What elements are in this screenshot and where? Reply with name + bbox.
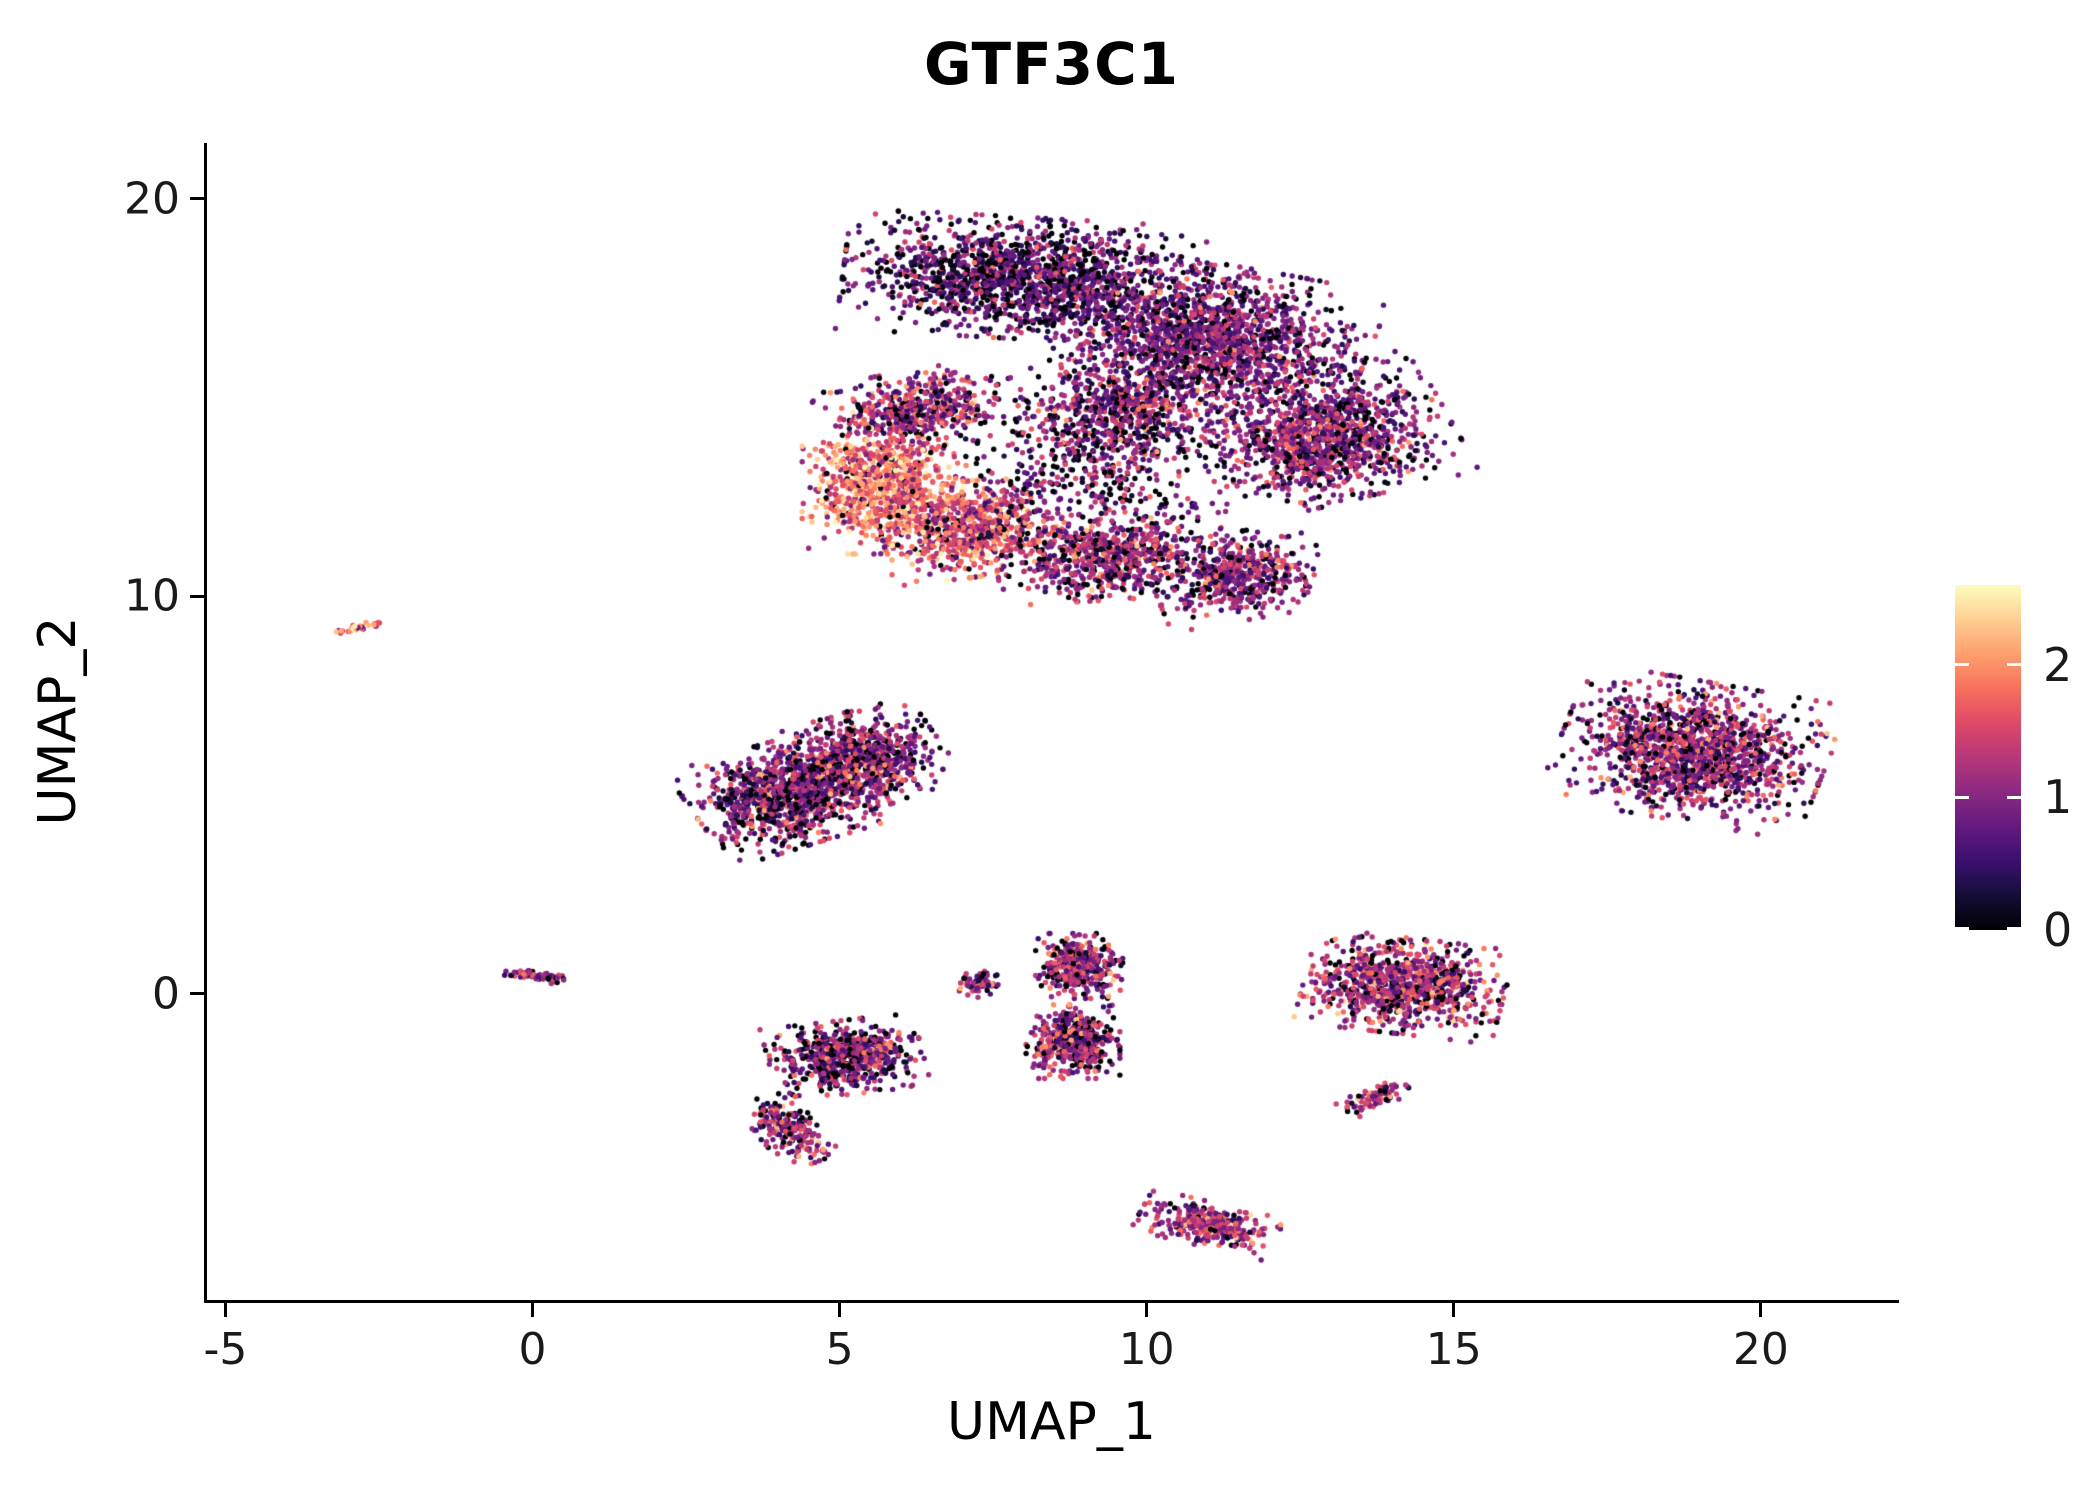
- y-axis-tick-mark: [190, 992, 204, 996]
- x-axis-tick-mark: [1145, 1303, 1149, 1317]
- x-axis-tick-label: 5: [825, 1324, 854, 1375]
- y-axis-tick-label: 0: [152, 968, 180, 1020]
- colorbar-tick-label: 0: [2043, 903, 2073, 957]
- y-axis-tick-label: 20: [124, 173, 180, 225]
- y-axis-label: UMAP_2: [28, 616, 88, 826]
- y-axis-tick-label: 10: [124, 570, 180, 622]
- x-axis-tick-label: -5: [203, 1324, 248, 1375]
- colorbar-tick-mark: [2007, 927, 2021, 930]
- x-axis-tick-mark: [1759, 1303, 1763, 1317]
- colorbar-tick-mark: [1955, 795, 1969, 799]
- colorbar-tick-label: 2: [2043, 637, 2073, 692]
- x-axis-tick-mark: [531, 1303, 535, 1317]
- y-axis-line: [204, 143, 207, 1303]
- umap-scatter-canvas: [207, 143, 1896, 1300]
- y-axis-tick-mark: [190, 197, 204, 201]
- colorbar-tick-mark: [1955, 663, 1969, 667]
- x-axis-tick-label: 15: [1425, 1324, 1482, 1375]
- colorbar-gradient: [1955, 585, 2021, 930]
- x-axis-line: [204, 1300, 1899, 1303]
- colorbar-tick-mark: [2007, 795, 2021, 799]
- colorbar-tick-mark: [1955, 927, 1969, 930]
- x-axis-tick-label: 0: [518, 1324, 547, 1375]
- plot-title: GTF3C1: [923, 30, 1180, 98]
- y-axis-tick-mark: [190, 594, 204, 598]
- x-axis-tick-label: 10: [1118, 1324, 1175, 1375]
- x-axis-tick-label: 20: [1732, 1324, 1789, 1375]
- x-axis-label: UMAP_1: [947, 1392, 1156, 1452]
- colorbar-tick-label: 1: [2043, 770, 2073, 825]
- x-axis-tick-mark: [838, 1303, 842, 1317]
- x-axis-tick-mark: [223, 1303, 227, 1317]
- colorbar-tick-mark: [2007, 663, 2021, 667]
- x-axis-tick-mark: [1452, 1303, 1456, 1317]
